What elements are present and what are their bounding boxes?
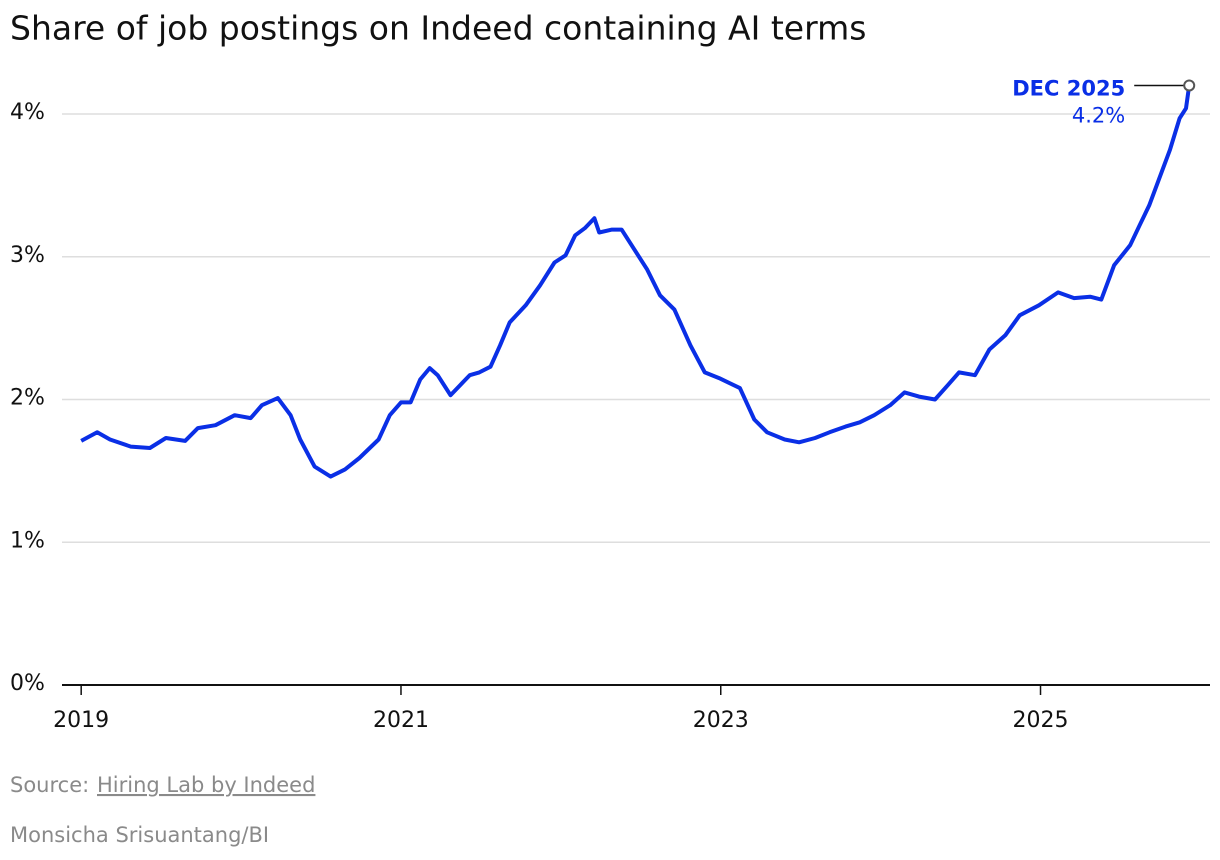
line xyxy=(80,85,1192,479)
credit: Monsicha Srisuantang/BI xyxy=(10,823,269,847)
y-tick-label: 2% xyxy=(10,386,45,411)
x-tick-label: 2021 xyxy=(373,708,429,733)
x-tick-label: 2025 xyxy=(1013,708,1069,733)
chart-title: Share of job postings on Indeed containi… xyxy=(10,9,866,48)
x-tick-label: 2019 xyxy=(53,708,109,733)
y-tick-label: 0% xyxy=(10,671,45,696)
x-tick-label: 2023 xyxy=(693,708,749,733)
y-tick-label: 1% xyxy=(10,528,45,553)
y-tick-label: 3% xyxy=(10,243,45,268)
annotation-label: DEC 2025 xyxy=(1012,76,1125,100)
y-tick-label: 4% xyxy=(10,100,45,125)
source-link[interactable]: Hiring Lab by Indeed xyxy=(97,773,315,797)
annotation-value: 4.2% xyxy=(1072,103,1125,127)
end-marker xyxy=(1183,79,1196,92)
source-prefix: Source: xyxy=(10,773,89,797)
